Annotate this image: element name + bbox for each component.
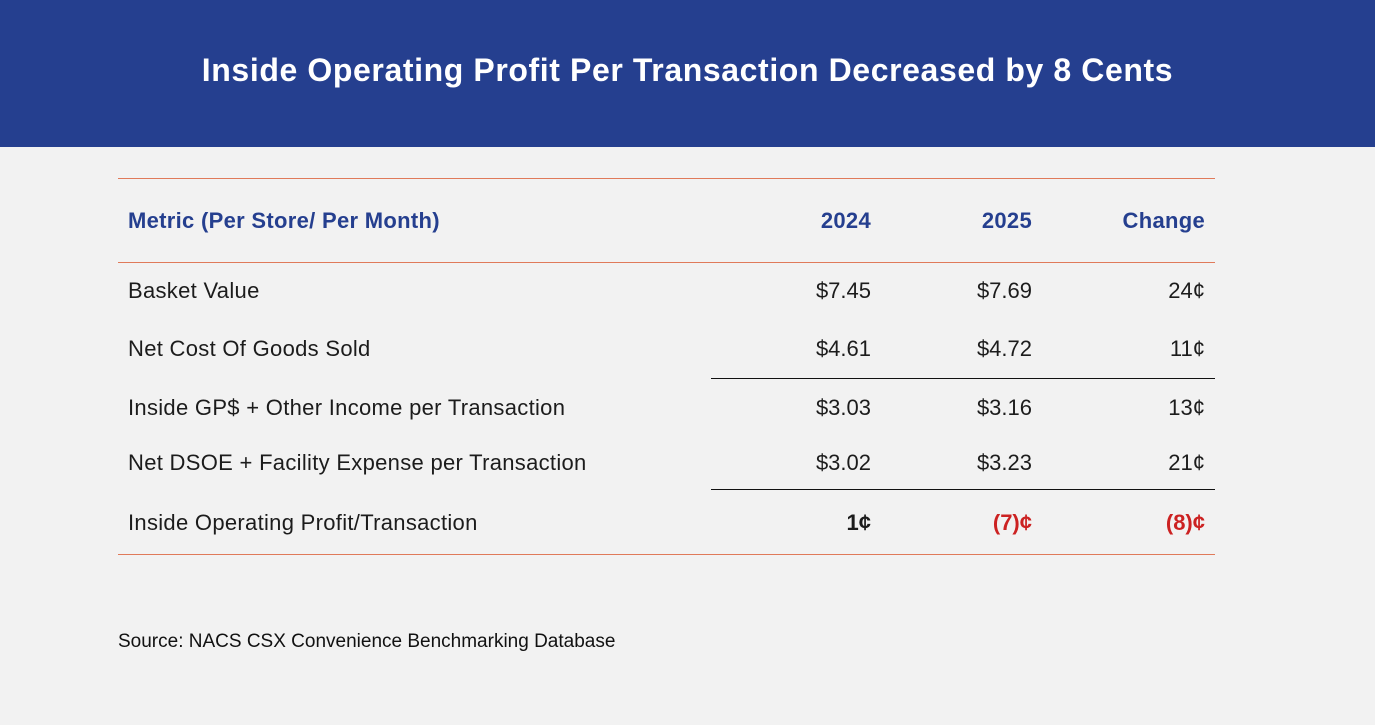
row-net-cogs-2024: $4.61: [815, 336, 871, 361]
row-inside-gp-change: 13¢: [1168, 395, 1205, 420]
column-header-metric: Metric (Per Store/ Per Month): [128, 208, 440, 233]
row-inside-op-profit-change: (8)¢: [1165, 510, 1205, 535]
subtotal-rule-1: [711, 378, 1215, 379]
row-net-dsoe-label: Net DSOE + Facility Expense per Transact…: [128, 450, 587, 475]
row-inside-op-profit-label: Inside Operating Profit/Transaction: [128, 510, 478, 535]
header-bottom-rule: [118, 262, 1215, 263]
row-basket-value-label: Basket Value: [128, 278, 260, 303]
row-net-dsoe-change: 21¢: [1168, 450, 1205, 475]
title-banner: Inside Operating Profit Per Transaction …: [0, 0, 1375, 147]
column-header-2024: 2024: [820, 208, 871, 233]
row-net-dsoe-2024: $3.02: [815, 450, 871, 475]
metrics-table: Metric (Per Store/ Per Month) 2024 2025 …: [118, 178, 1215, 556]
table-top-rule: [118, 178, 1215, 179]
page-title: Inside Operating Profit Per Transaction …: [201, 52, 1174, 88]
row-net-cogs-change: 11¢: [1169, 336, 1205, 361]
row-basket-value-change: 24¢: [1168, 278, 1205, 303]
column-header-change: Change: [1122, 208, 1205, 233]
row-net-cogs-label: Net Cost Of Goods Sold: [128, 336, 371, 361]
row-inside-op-profit-2024: 1¢: [846, 510, 871, 535]
row-basket-value-2024: $7.45: [815, 278, 871, 303]
row-inside-gp-2024: $3.03: [815, 395, 871, 420]
row-net-dsoe-2025: $3.23: [976, 450, 1032, 475]
column-header-2025: 2025: [981, 208, 1032, 233]
row-basket-value-2025: $7.69: [976, 278, 1032, 303]
row-inside-gp-2025: $3.16: [976, 395, 1032, 420]
row-inside-gp-label: Inside GP$ + Other Income per Transactio…: [128, 395, 566, 420]
subtotal-rule-2: [711, 489, 1215, 490]
row-inside-op-profit-2025: (7)¢: [992, 510, 1032, 535]
row-net-cogs-2025: $4.72: [976, 336, 1032, 361]
table-bottom-rule: [118, 554, 1215, 555]
source-note: Source: NACS CSX Convenience Benchmarkin…: [118, 631, 616, 652]
